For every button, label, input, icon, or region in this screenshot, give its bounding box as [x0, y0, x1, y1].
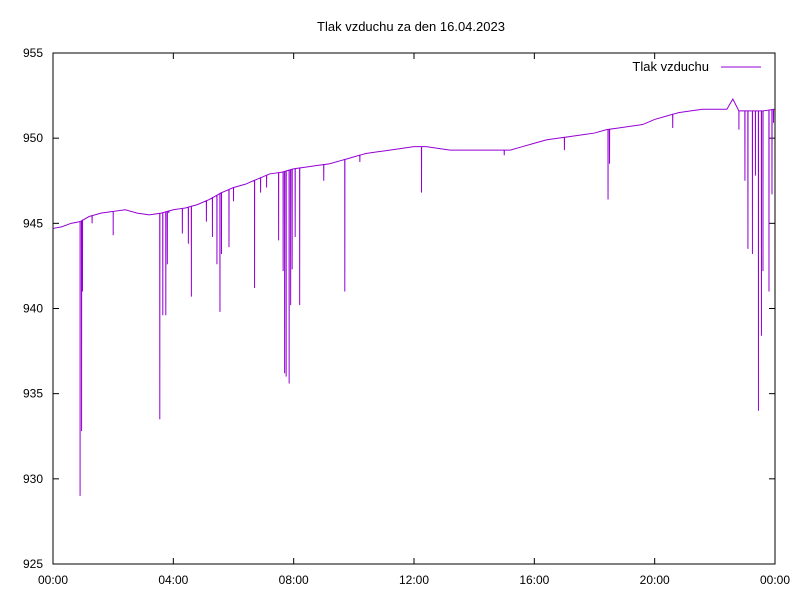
series-line-tlak-vzduchu [52, 97, 776, 496]
plot-border [52, 52, 776, 565]
y-tick-label: 935 [23, 387, 43, 401]
series-layer [52, 97, 776, 496]
legend-label: Tlak vzduchu [632, 59, 709, 74]
y-tick-label: 950 [23, 131, 43, 145]
y-tick-label: 930 [23, 472, 43, 486]
x-axis: 00:00 04:00 08:00 12:00 16:00 20:00 00:00 [38, 53, 790, 587]
y-axis: 925 930 935 940 945 950 955 [23, 46, 775, 571]
x-tick-label: 16:00 [519, 573, 549, 587]
x-tick-label: 20:00 [640, 573, 670, 587]
x-tick-label: 00:00 [760, 573, 790, 587]
y-tick-label: 945 [23, 216, 43, 230]
x-tick-label: 08:00 [279, 573, 309, 587]
chart-title: Tlak vzduchu za den 16.04.2023 [317, 19, 505, 34]
x-tick-label: 00:00 [38, 573, 68, 587]
x-tick-label: 04:00 [158, 573, 188, 587]
y-tick-label: 925 [23, 557, 43, 571]
y-tick-label: 940 [23, 302, 43, 316]
x-tick-label: 12:00 [399, 573, 429, 587]
legend: Tlak vzduchu [632, 59, 761, 74]
y-tick-label: 955 [23, 46, 43, 60]
